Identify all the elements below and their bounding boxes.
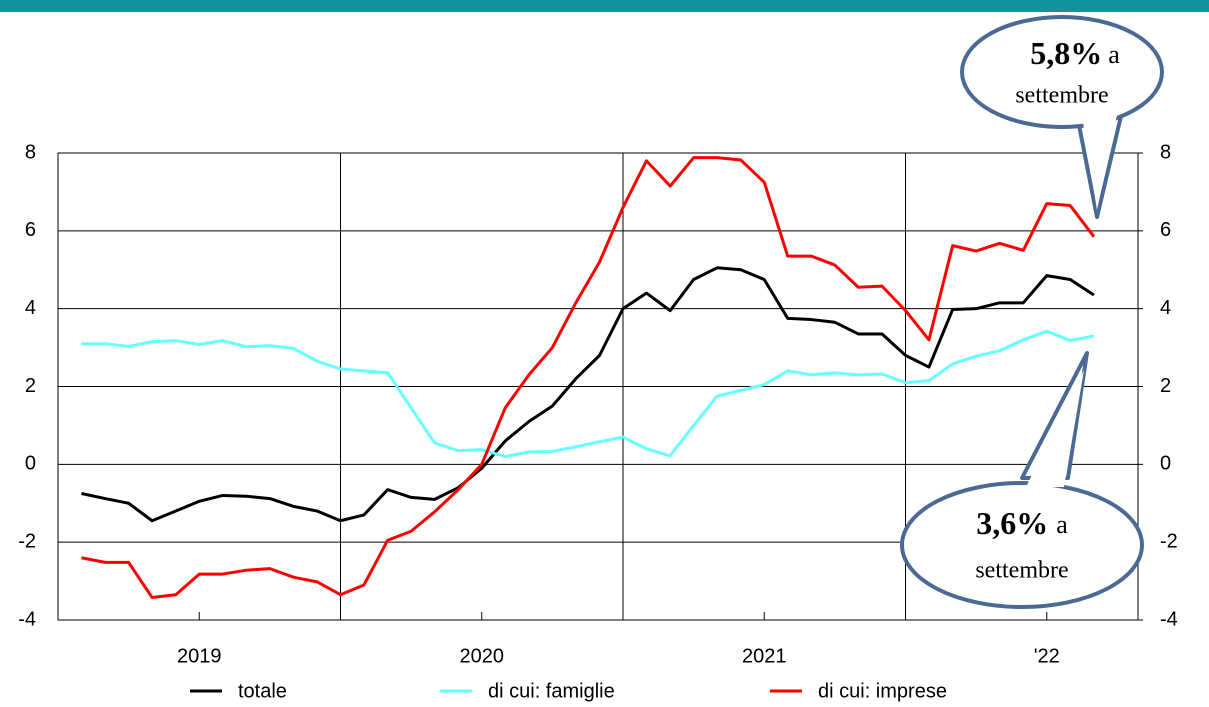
legend-label: di cui: famiglie (488, 680, 615, 702)
callout-value: 3,6% (976, 505, 1048, 541)
callout-value: 5,8% (1030, 35, 1102, 71)
series-line (81, 156, 1096, 599)
callout-text: settembre (975, 558, 1068, 584)
top-bar (0, 0, 1209, 12)
legend-item: di cui: famiglie (440, 680, 615, 702)
y2-tick-label: -4 (1160, 608, 1178, 630)
y-tick-label: 2 (25, 375, 36, 397)
callout-bubble (960, 15, 1164, 129)
callout-join (1026, 370, 1084, 487)
y-tick-label: 4 (25, 297, 36, 319)
y2-tick-label: 6 (1160, 219, 1171, 241)
callout-text: 3,6% a (976, 505, 1068, 541)
y-tick-label: 0 (25, 453, 36, 475)
x-tick-label: '22 (1034, 645, 1060, 667)
callout-word: a (1056, 510, 1068, 539)
y2-tick-label: 2 (1160, 375, 1171, 397)
callout-text: 5,8% a (1030, 35, 1120, 71)
callout-bottom: 3,6% a settembre (900, 351, 1144, 609)
legend-item: di cui: imprese (770, 680, 947, 702)
callout-text: settembre (1015, 83, 1108, 109)
y-tick-label: 6 (25, 219, 36, 241)
callout-top: 5,8% a settembre (960, 15, 1164, 219)
legend-item: totale (190, 680, 287, 702)
legend-label: di cui: imprese (818, 680, 947, 702)
y2-tick-label: 8 (1160, 141, 1171, 163)
y-tick-label: 8 (25, 141, 36, 163)
series-line (81, 329, 1095, 459)
y-tick-label: -4 (18, 608, 36, 630)
callout-word: a (1108, 40, 1120, 69)
legend-label: totale (238, 680, 287, 702)
y-tick-label: -2 (18, 530, 36, 552)
callout-join (1082, 110, 1118, 210)
plot-area: -4 -2 0 2 4 6 8 -4 -2 0 2 4 6 8 2019 2020 2021 '22 totale d… (18, 141, 1178, 702)
y2-tick-label: 4 (1160, 297, 1171, 319)
x-tick-label: 2020 (460, 645, 505, 667)
x-tick-label: 2021 (742, 645, 787, 667)
y2-tick-label: -2 (1160, 530, 1178, 552)
series-line (81, 266, 1095, 523)
y2-tick-label: 0 (1160, 453, 1171, 475)
callout-bubble (900, 481, 1144, 609)
x-tick-label: 2019 (177, 645, 222, 667)
